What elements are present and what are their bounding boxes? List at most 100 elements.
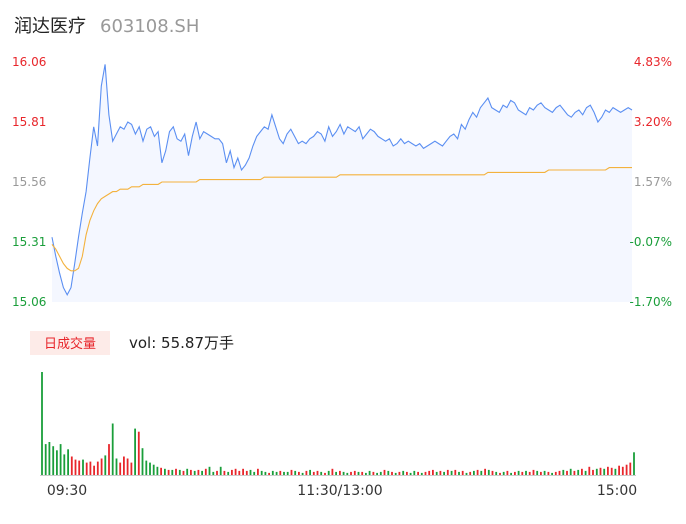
volume-bar [238,470,241,475]
volume-bar [521,471,524,475]
volume-bar [219,466,222,475]
volume-bar [398,471,401,475]
volume-bar [271,470,274,475]
volume-bar [335,471,337,475]
volume-bar [305,470,308,475]
volume-bar [234,468,237,475]
volume-bar [111,423,114,475]
volume-tag-label: 日成交量 [44,336,96,352]
volume-bar [70,456,73,475]
volume-bar [573,470,576,475]
volume-bar [361,471,364,475]
volume-bar [134,428,136,475]
volume-bar [331,468,334,475]
volume-bar [264,471,267,475]
volume-bar [621,466,624,475]
volume-bar [484,468,486,475]
percent-tick-label: 1.57% [634,175,672,189]
volume-bar [193,470,196,475]
volume-bar [528,471,531,475]
volume-bar [372,471,375,475]
volume-bar [275,471,278,475]
volume-bar [476,469,479,476]
volume-bar [607,466,609,475]
volume-bar [89,461,92,475]
volume-bar [566,470,568,475]
percent-tick-label: 3.20% [634,115,672,129]
volume-bar [67,449,69,476]
volume-bar [350,471,352,475]
volume-bar [260,470,263,475]
volume-bar [391,471,393,475]
volume-bar [82,459,84,475]
volume-bar [171,469,174,476]
volume-bar [633,452,635,475]
time-axis-label: 09:30 [47,483,87,499]
volume-bar [242,468,244,475]
volume-bar [581,468,583,475]
volume-bar [413,470,416,475]
volume-bar [164,468,166,475]
volume-bar [231,469,233,476]
volume-bar [554,471,557,475]
volume-total-text: vol: 55.87万手 [129,334,234,352]
percent-tick-label: -0.07% [630,235,672,249]
volume-bar [93,465,95,475]
volume-bar [458,471,460,475]
volume-bar [78,460,81,475]
volume-bar [420,472,423,475]
volume-bar [357,471,360,475]
time-axis-label: 11:30/13:00 [297,483,382,499]
volume-bar [216,470,218,475]
volume-bar [532,469,535,476]
volume-bar [461,470,464,475]
volume-bar [614,468,617,475]
volume-bar [603,468,606,475]
price-tick-label: 15.81 [12,115,46,129]
volume-bar [379,471,382,475]
volume-bar [190,469,192,476]
volume-bar [249,469,252,476]
volume-panel: 日成交量 vol: 55.87万手 09:30 11:30/13:00 15:00 [30,331,637,499]
volume-bar [525,470,527,475]
volume-bar [469,471,472,475]
volume-bar [446,469,449,476]
volume-bar [439,470,442,475]
volume-bar [149,462,151,475]
volume-bar [569,468,572,475]
volume-tag-bg [30,331,110,355]
volume-bar [510,472,512,475]
volume-bar [74,459,77,475]
volume-bar [514,471,516,475]
volume-bar [253,471,256,475]
volume-bar [286,471,289,475]
percent-tick-label: -1.70% [630,295,672,309]
volume-bar [339,470,341,475]
volume-bar [115,458,118,475]
volume-bar [629,462,632,475]
volume-bar [562,469,565,476]
volume-bar [223,470,226,475]
volume-bar [547,471,550,475]
volume-bar [212,471,215,475]
volume-bar [406,471,408,475]
volume-bar [517,470,520,475]
volume-bar [435,471,438,475]
price-line [51,64,633,296]
volume-bar [201,470,203,475]
volume-bar [327,470,330,475]
percent-tick-label: 4.83% [634,55,672,69]
stock-name: 润达医疗 [14,16,86,37]
volume-bar [96,461,99,475]
volume-bar [368,470,371,475]
volume-bar [227,471,230,475]
volume-bar [301,472,304,475]
volume-bar [59,444,62,475]
price-area [52,64,632,303]
volume-bar [551,472,553,475]
volume-bar [480,470,483,475]
price-panel: 16.06 15.81 15.56 15.31 15.06 4.83% 3.20% 1.57%… [12,55,672,309]
volume-bar [506,470,509,475]
volume-bar [312,471,315,475]
